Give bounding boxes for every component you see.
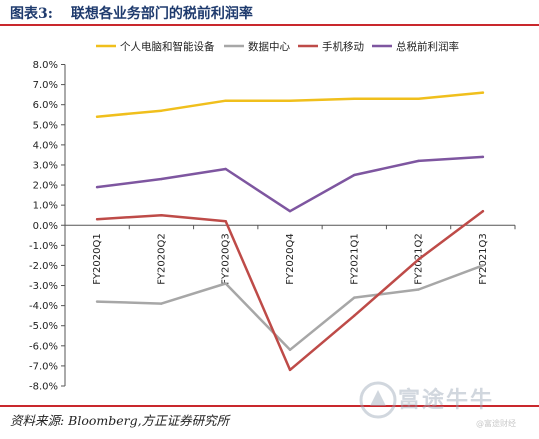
y-tick-label: -6.0%	[29, 341, 58, 352]
data-point	[288, 348, 292, 352]
y-tick-label: 1.0%	[33, 201, 58, 212]
x-tick-label: FY2020Q1	[92, 233, 103, 285]
data-point	[417, 97, 420, 100]
y-tick-label: -1.0%	[29, 241, 58, 252]
y-tick-label: -7.0%	[29, 361, 58, 372]
y-tick-label: 2.0%	[33, 181, 58, 192]
footer-rule	[0, 405, 539, 407]
data-point	[95, 218, 99, 221]
series-line	[95, 91, 485, 118]
figure-label: 图表3:	[10, 6, 53, 22]
series-line	[95, 155, 485, 213]
data-point	[417, 288, 420, 291]
data-point	[353, 314, 356, 317]
x-tick-label: FY2021Q3	[478, 233, 489, 285]
y-tick-label: 4.0%	[33, 140, 58, 151]
line-chart: 8.0% 7.0% 6.0% 5.0% 4.0% 3.0% 2.0% 1.0% 0.0% -1.0…	[29, 40, 516, 393]
data-point	[95, 185, 99, 189]
legend-label: 手机移动	[322, 40, 364, 53]
y-tick-label: -3.0%	[29, 281, 58, 292]
data-point	[224, 99, 227, 102]
legend-label: 数据中心	[248, 40, 290, 53]
legend-label: 个人电脑和智能设备	[120, 40, 215, 53]
y-tick-label: 3.0%	[33, 160, 58, 171]
header-rule	[0, 24, 539, 26]
data-point	[224, 282, 227, 285]
data-point	[481, 264, 485, 267]
y-tick-label: -2.0%	[29, 261, 58, 272]
y-tick-label: -8.0%	[29, 382, 58, 393]
data-point	[417, 258, 420, 261]
data-point	[288, 99, 292, 102]
data-point	[224, 167, 227, 171]
y-tick-label: 5.0%	[33, 120, 58, 131]
y-tick-label: 6.0%	[33, 100, 58, 111]
legend-label: 总税前利润率	[396, 40, 459, 53]
x-tick-label: FY2020Q2	[156, 233, 167, 285]
data-point	[353, 173, 356, 177]
data-point	[224, 220, 227, 223]
x-tick-label: FY2020Q4	[285, 233, 296, 285]
figure-header: 图表3: 联想各业务部门的税前利润率	[0, 0, 539, 24]
x-tick-label: FY2020Q3	[221, 233, 232, 285]
data-point	[353, 296, 356, 299]
data-point	[160, 214, 163, 217]
data-point	[95, 115, 99, 118]
data-point	[160, 302, 163, 305]
y-tick-label: -4.0%	[29, 301, 58, 312]
data-point	[353, 97, 356, 100]
data-point	[288, 209, 292, 213]
watermark-sub: @富途财经	[476, 419, 516, 428]
data-point	[288, 368, 292, 372]
data-point	[417, 159, 420, 163]
y-tick-label: -5.0%	[29, 321, 58, 332]
y-tick-label: 7.0%	[33, 80, 58, 91]
data-point	[160, 109, 163, 112]
source-note: 资料来源: Bloomberg,方正证券研究所	[10, 413, 230, 428]
y-tick-label: 8.0%	[33, 60, 58, 71]
figure-title: 联想各业务部门的税前利润率	[70, 6, 253, 22]
data-point	[481, 155, 485, 159]
y-tick-label: 0.0%	[33, 221, 58, 232]
data-point	[95, 300, 99, 303]
data-point	[481, 209, 485, 213]
data-point	[481, 91, 485, 94]
data-point	[160, 177, 163, 181]
x-tick-label: FY2021Q1	[349, 233, 360, 285]
